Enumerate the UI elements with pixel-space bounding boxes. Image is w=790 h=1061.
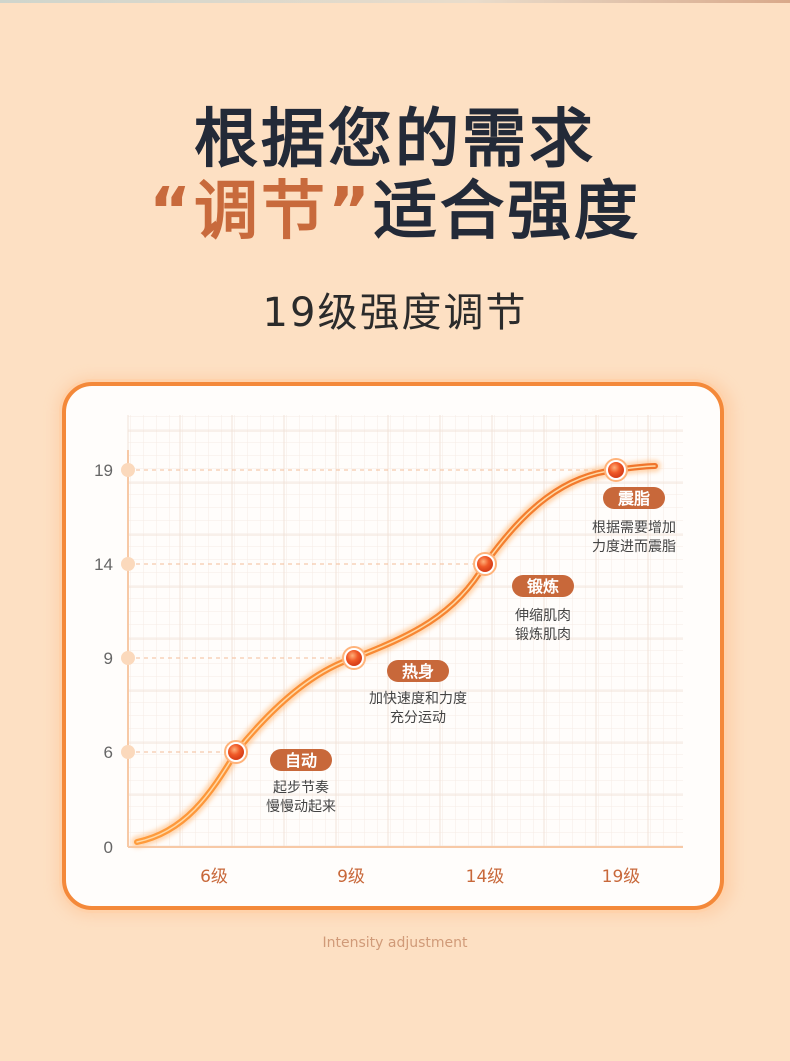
desc-line-2: 锻炼肌肉 — [515, 627, 571, 643]
footer-caption: Intensity adjustment — [322, 935, 468, 951]
y-tick-label: 0 — [104, 838, 113, 857]
subtitle: 19级强度调节 — [262, 290, 528, 336]
y-tick-marker — [121, 745, 135, 759]
headline-rest: 适合强度 — [373, 175, 642, 249]
desc-line-1: 伸缩肌肉 — [515, 608, 571, 624]
tag-badge — [512, 575, 574, 597]
tag-badge — [270, 749, 332, 771]
desc-line-2: 力度进而震脂 — [592, 539, 676, 555]
x-tick-label: 9级 — [337, 867, 365, 887]
data-point — [346, 650, 362, 666]
tag-label: 热身 — [402, 662, 434, 681]
y-tick-label: 19 — [94, 461, 113, 480]
tag-label: 自动 — [285, 751, 317, 770]
desc-line-1: 起步节奏 — [273, 780, 329, 796]
y-tick-label: 14 — [94, 555, 113, 574]
tag-badge — [603, 487, 665, 509]
tag-badge — [387, 660, 449, 682]
desc-line-2: 慢慢动起来 — [266, 798, 336, 815]
data-point — [228, 744, 244, 760]
x-tick-label: 14级 — [466, 867, 505, 887]
y-tick-label: 6 — [104, 743, 113, 762]
y-tick-marker — [121, 651, 135, 665]
headline-line-1: 根据您的需求 — [194, 103, 596, 177]
data-point — [477, 556, 493, 572]
y-tick-marker — [121, 557, 135, 571]
headline-accent: 调节 — [194, 175, 328, 249]
y-tick-marker — [121, 463, 135, 477]
x-tick-label: 6级 — [200, 867, 228, 887]
tag-label: 震脂 — [617, 489, 650, 508]
quote-open: “ — [148, 175, 194, 249]
top-image-strip — [0, 0, 790, 3]
desc-line-1: 根据需要增加 — [592, 520, 676, 536]
headline-line-2: “调节”适合强度 — [0, 172, 790, 252]
desc-line-1: 加快速度和力度 — [369, 691, 467, 707]
quote-close: ” — [328, 175, 374, 249]
tag-label: 锻炼 — [527, 577, 559, 596]
y-tick-label: 9 — [104, 649, 113, 668]
desc-line-2: 充分运动 — [390, 710, 446, 726]
x-tick-label: 19级 — [602, 867, 641, 887]
data-point — [608, 462, 624, 478]
